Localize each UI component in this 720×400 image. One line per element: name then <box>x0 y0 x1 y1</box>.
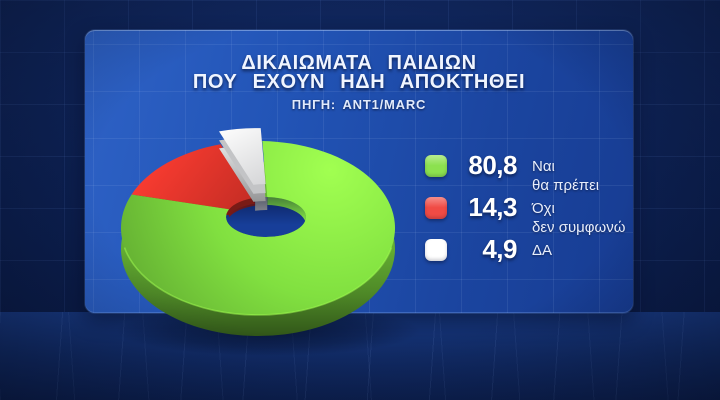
legend-value-yes: 80,8 <box>468 150 517 180</box>
legend-label-no-line1: Όχι <box>532 200 555 217</box>
legend-label-no-line2: δεν συμφωνώ <box>532 219 626 236</box>
source-label: ΠΗΓΗ: ANT1/MARC <box>291 97 427 112</box>
legend-item-yes: 80,8 Ναι θα πρέπει <box>425 150 625 195</box>
legend-label-yes-line1: Ναι <box>532 158 555 175</box>
legend-value-no: 14,3 <box>468 192 517 222</box>
title-block: ΔΙΚΑΙΩΜΑΤΑ ΠΑΙΔΙΩΝ ΠΟΥ ΕΧΟΥΝ ΗΔΗ ΑΠΟΚΤΗΘ… <box>85 52 633 112</box>
legend-swatch-green <box>425 155 447 177</box>
legend-label-yes-line2: θα πρέπει <box>532 177 600 194</box>
info-panel: ΔΙΚΑΙΩΜΑΤΑ ΠΑΙΔΙΩΝ ΠΟΥ ΕΧΟΥΝ ΗΔΗ ΑΠΟΚΤΗΘ… <box>85 30 633 313</box>
legend-label-dk-line1: ΔΑ <box>532 242 553 259</box>
studio-floor <box>0 312 720 400</box>
legend-item-no: 14,3 Όχι δεν συμφωνώ <box>425 192 625 237</box>
legend: 80,8 Ναι θα πρέπει 14,3 Όχι δεν συμφωνώ … <box>425 151 625 277</box>
title-line-1: ΔΙΚΑΙΩΜΑΤΑ ΠΑΙΔΙΩΝ <box>241 52 477 74</box>
legend-swatch-white <box>425 239 447 261</box>
legend-label-dk: ΔΑ <box>532 235 552 260</box>
legend-label-yes: Ναι θα πρέπει <box>532 151 599 195</box>
legend-value-dk: 4,9 <box>482 234 517 264</box>
title-line-2: ΠΟΥ ΕΧΟΥΝ ΗΔΗ ΑΠΟΚΤΗΘΕΙ <box>192 71 526 93</box>
legend-swatch-red <box>425 197 447 219</box>
legend-label-no: Όχι δεν συμφωνώ <box>532 193 625 237</box>
legend-item-dk: 4,9 ΔΑ <box>425 235 625 277</box>
